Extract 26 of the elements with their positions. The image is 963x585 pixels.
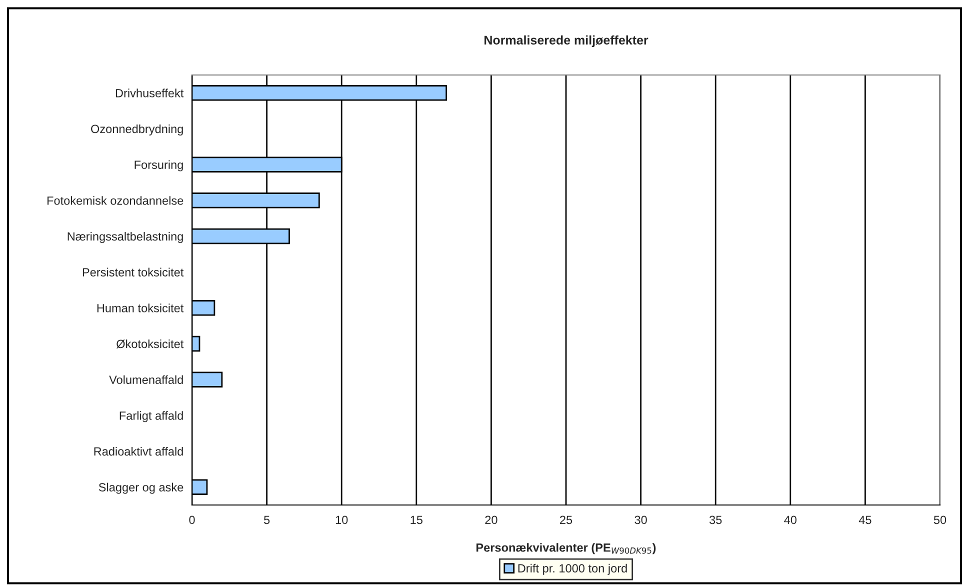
y-tick-label: Farligt affald	[120, 411, 183, 422]
y-tick-label: Næringssaltbelastning	[68, 232, 183, 243]
x-tick-label: 45	[858, 516, 872, 524]
x-tick-label: 15	[410, 516, 422, 524]
y-tick-label: Human toksicitet	[97, 304, 184, 312]
legend-label: Drift pr. 1000 ton jord	[518, 564, 627, 575]
x-tick-label: 30	[634, 516, 647, 524]
y-tick-label: Radioaktivt affald	[94, 446, 183, 456]
y-tick-label: Volumenaffald	[109, 375, 183, 384]
y-tick-label: Ozonnedbrydning	[91, 124, 183, 136]
y-tick-label: Økotoksicitet	[116, 339, 184, 348]
x-tick-label: 20	[485, 516, 498, 524]
x-axis-title: Personækvivalenter (PE$_{W90DK95}$)	[476, 543, 656, 554]
y-tick-label: Slagger og aske	[98, 482, 184, 494]
x-tick-label: 40	[784, 516, 797, 524]
y-tick-label: Forsuring	[134, 160, 183, 172]
x-tick-label: 25	[560, 516, 572, 524]
y-tick-label: Persistent toksicitet	[82, 268, 184, 276]
y-tick-label: Drivhuseffekt	[116, 88, 184, 98]
x-tick-label: 35	[709, 516, 722, 524]
x-tick-label: 10	[336, 516, 348, 524]
x-tick-label: 50	[934, 516, 946, 524]
chart-title: Normaliserede miljøeffekter	[484, 35, 648, 48]
x-tick-label: 5	[264, 516, 270, 524]
y-tick-label: Fotokemisk ozondannelse	[47, 196, 184, 205]
x-tick-label: 0	[189, 516, 195, 524]
